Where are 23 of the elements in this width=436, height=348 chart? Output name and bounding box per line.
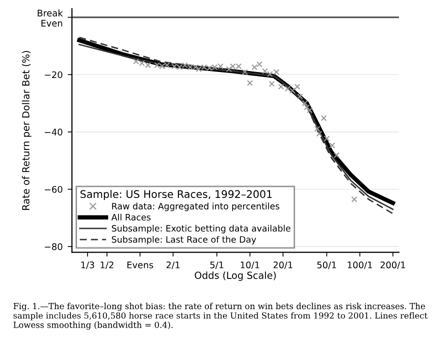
y-axis-title: Rate of Return per Dollar Bet (%): [22, 50, 32, 210]
x-tick-label: 100/1: [348, 261, 372, 270]
legend-title: Sample: US Horse Races, 1992–2001: [80, 190, 272, 200]
x-tick-label: 1/3: [81, 261, 94, 270]
legend-label: Subsample: Exotic betting data available: [112, 224, 290, 234]
legend-label: Subsample: Last Race of the Day: [112, 236, 256, 244]
x-tick-label: 1/2: [100, 261, 114, 270]
x-tick-label: 50/1: [317, 261, 336, 270]
x-tick-label: 20/1: [274, 261, 292, 270]
y-tick-label: −80: [44, 243, 62, 250]
x-tick-label: 10/1: [240, 261, 260, 270]
x-tick-label: 5/1: [210, 262, 224, 270]
legend-label: Raw data: Aggregated into percentiles: [112, 202, 280, 212]
x-tick-label: 200/1: [380, 261, 406, 270]
y-tick-label: −60: [44, 186, 62, 193]
x-tick-label: Evens: [127, 262, 154, 268]
y-tick-label: Break Even: [38, 10, 63, 27]
y-tick-label: −20: [44, 71, 62, 78]
x-tick-label: 2/1: [166, 261, 180, 270]
x-axis-title: Odds (Log Scale): [194, 271, 276, 281]
y-tick-label: −40: [44, 128, 62, 136]
caption: Fig. 1.—The favorite–long shot bias: the rate of return on win bets declines as risk increases. The sample includes 5,610,580 horse race starts in the United States from 1992 to 2001. Lines reflect Lowess smoothing (bandwidth = 0.4).: [14, 302, 428, 330]
legend-label: All Races: [111, 214, 151, 221]
